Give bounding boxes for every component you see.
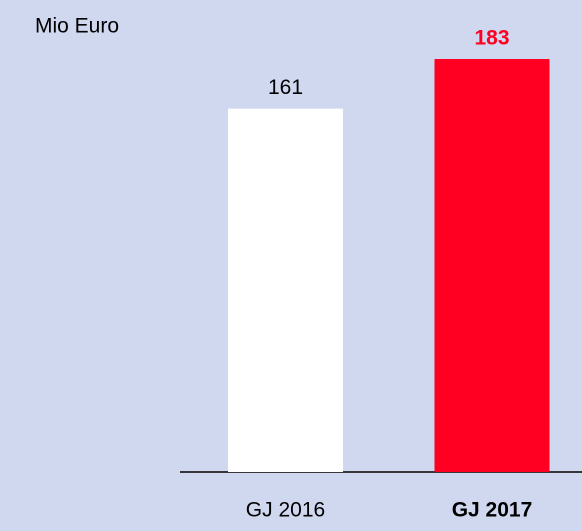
bar [228, 108, 343, 473]
bar [434, 59, 550, 472]
value-label: 183 [474, 27, 509, 50]
value-label: 161 [268, 76, 303, 99]
unit-label: Mio Euro [35, 15, 119, 38]
x-tick-label: GJ 2017 [452, 499, 533, 522]
x-tick-label: GJ 2016 [246, 499, 325, 522]
